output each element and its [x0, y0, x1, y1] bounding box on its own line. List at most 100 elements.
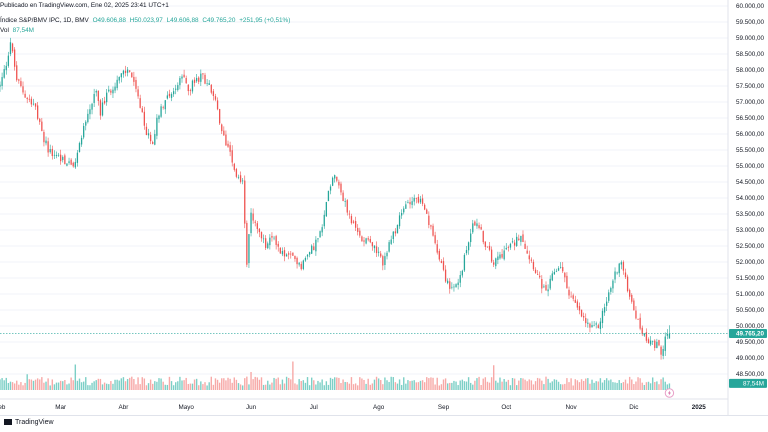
candle-body [55, 155, 58, 157]
volume-bar [518, 380, 520, 390]
volume-bar [198, 385, 200, 390]
volume-bar [365, 383, 367, 390]
candle-body [83, 125, 85, 138]
volume-bar [541, 380, 543, 390]
volume-bar [3, 380, 5, 390]
volume-bar [624, 379, 627, 390]
candle-body [74, 162, 76, 168]
volume-bar [509, 385, 512, 390]
volume-bar [108, 384, 110, 390]
candle-body [231, 150, 233, 163]
volume-bar [593, 382, 595, 390]
volume-bar [334, 377, 336, 390]
candle-body [288, 253, 290, 255]
candle-body [70, 159, 72, 165]
volume-bar [658, 384, 660, 390]
candle-body [308, 252, 311, 255]
volume-bar [488, 382, 491, 390]
volume-bar [122, 377, 125, 390]
candle-body [99, 100, 102, 116]
candle-body [5, 65, 7, 71]
volume-bar [172, 385, 175, 390]
volume-bar [549, 382, 551, 390]
candle-body [279, 247, 281, 254]
candle-body [16, 65, 18, 81]
candle-body [377, 251, 380, 253]
volume-bar [62, 381, 64, 390]
volume-bar [467, 377, 470, 390]
volume-bar [53, 384, 56, 390]
candle-body [20, 81, 22, 87]
volume-bar [267, 380, 269, 390]
volume-bar [76, 380, 79, 390]
y-tick-label: 57.500,00 [736, 83, 765, 90]
candle-body [126, 69, 129, 73]
candle-body [474, 221, 476, 226]
candle-body [254, 221, 256, 223]
candle-body [426, 209, 428, 214]
volume-bar [501, 381, 503, 390]
candle-body [214, 96, 217, 100]
candle-body [599, 321, 602, 329]
volume-bar [451, 382, 453, 390]
tradingview-logo[interactable]: TradingView [4, 419, 54, 426]
volume-bar [534, 381, 537, 390]
volume-bar [246, 376, 248, 390]
volume-bar [36, 378, 39, 390]
candle-body [242, 180, 244, 182]
volume-bar [373, 379, 376, 390]
candle-body [371, 242, 374, 247]
volume-bar [156, 381, 158, 390]
candle-body [589, 323, 591, 328]
candle-body [436, 244, 438, 253]
candle-body [47, 141, 49, 153]
volume-label: Vol [0, 27, 9, 34]
candle-body [250, 212, 252, 234]
volume-bar [605, 378, 608, 390]
volume-bar [204, 382, 206, 390]
candle-body [325, 201, 327, 217]
candle-body [185, 77, 187, 84]
candle-body [478, 225, 480, 229]
volume-bar [129, 377, 131, 390]
volume-bar [367, 378, 369, 390]
candle-body [298, 262, 300, 265]
volume-bar [486, 381, 489, 390]
candle-body [273, 237, 275, 239]
candle-body [390, 239, 392, 244]
candle-body [336, 176, 338, 181]
candle-body [57, 154, 60, 156]
volume-bar [557, 381, 560, 390]
volume-bar [559, 384, 562, 390]
candle-body [499, 254, 501, 259]
candle-body [78, 143, 81, 152]
candle-body [396, 224, 399, 234]
candle-body [271, 235, 273, 238]
candle-body [91, 103, 93, 110]
volume-bar [74, 364, 77, 390]
volume-bar [43, 382, 45, 390]
x-tick-label: 2025 [692, 404, 707, 411]
volume-bar [304, 382, 307, 390]
volume-bar [392, 377, 394, 390]
candle-body [93, 93, 95, 103]
candle-body [476, 223, 478, 227]
candle-body [547, 289, 549, 292]
candle-body [392, 231, 394, 240]
candle-body [223, 130, 225, 136]
volume-bar [461, 379, 464, 390]
volume-bar [72, 380, 74, 390]
candle-body [417, 196, 420, 203]
volume-bar [480, 384, 482, 390]
volume-bar [269, 384, 271, 390]
candle-body [262, 238, 265, 240]
volume-bar [532, 384, 535, 390]
volume-bar [357, 385, 359, 390]
candle-body [239, 175, 242, 182]
candle-body [327, 190, 330, 202]
candle-body [32, 103, 35, 105]
volume-bar [547, 378, 549, 390]
volume-bar [290, 379, 292, 390]
volume-bar [426, 377, 428, 390]
